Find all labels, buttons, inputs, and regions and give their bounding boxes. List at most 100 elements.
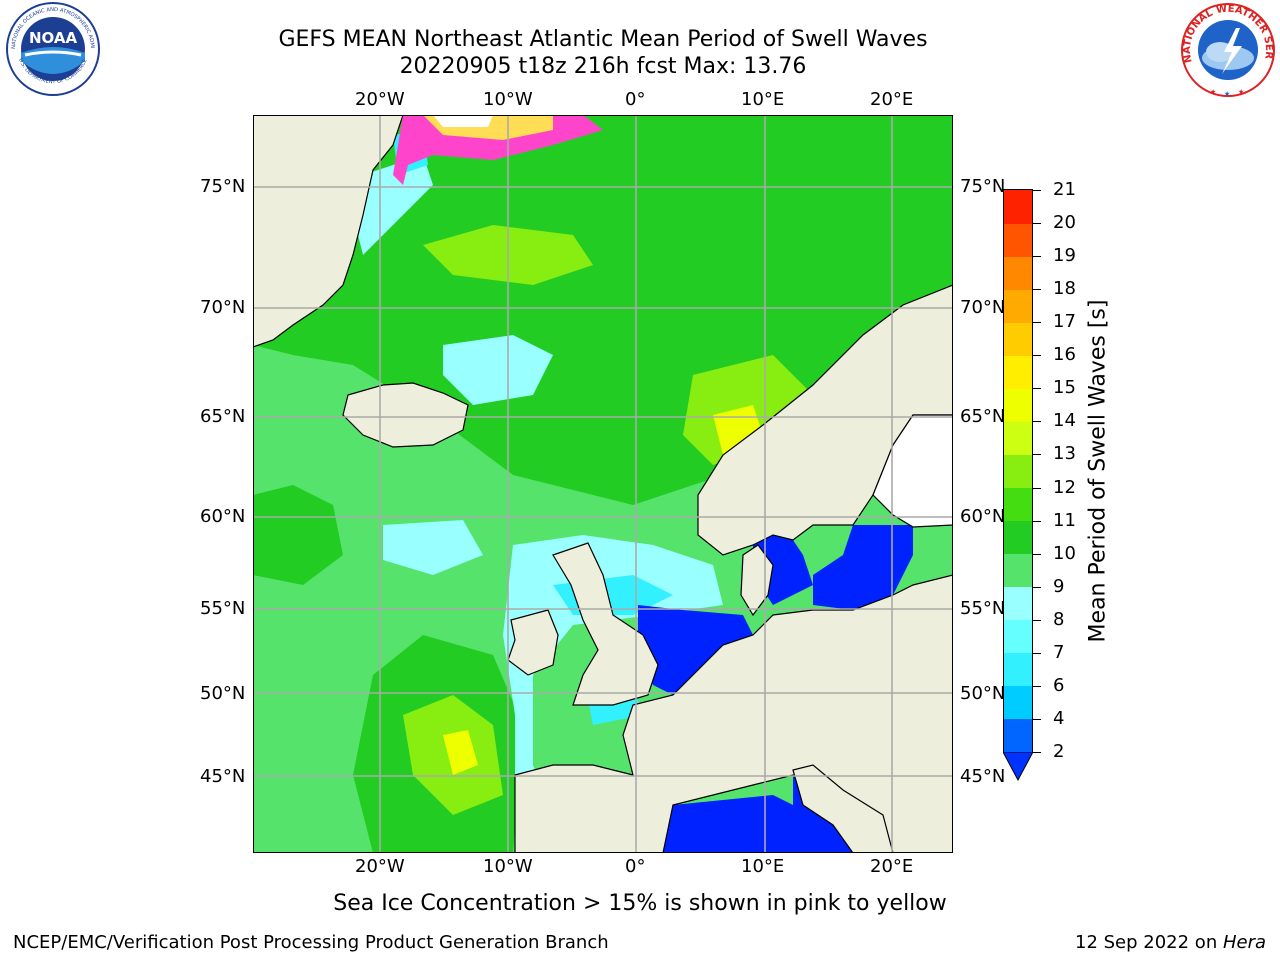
lat-label-right: 65°N [960, 406, 1006, 427]
sea-ice-caption: Sea Ice Concentration > 15% is shown in … [333, 891, 947, 916]
svg-text:★: ★ [1210, 88, 1216, 96]
lat-label-right: 60°N [960, 506, 1006, 527]
lon-label-bottom: 20°E [870, 856, 914, 877]
colorbar-segment [1004, 619, 1032, 654]
lon-label-top: 0° [625, 89, 646, 110]
lon-label-bottom: 10°E [741, 856, 785, 877]
colorbar-tick-label: 2 [1053, 741, 1065, 762]
colorbar-segment [1004, 718, 1032, 753]
colorbar-tick [1033, 355, 1041, 357]
lat-label-left: 55°N [200, 598, 246, 619]
colorbar-segment [1004, 553, 1032, 588]
swell-period-map [253, 115, 953, 853]
footer-host: Hera [1222, 932, 1266, 953]
colorbar-tick [1033, 586, 1041, 588]
colorbar-segment [1004, 454, 1032, 489]
lon-label-bottom: 10°W [483, 856, 533, 877]
footer-date: 12 Sep 2022 on Hera [1075, 932, 1266, 953]
lat-label-right: 55°N [960, 598, 1006, 619]
colorbar-tick [1033, 256, 1041, 258]
colorbar-tick [1033, 454, 1041, 456]
lon-label-top: 20°E [870, 89, 914, 110]
finland [872, 414, 953, 528]
colorbar-tick [1033, 685, 1041, 687]
colorbar-tick-label: 7 [1053, 641, 1065, 663]
nws-logo: NATIONAL WEATHER SERVICE ★ ★ ★ [1176, 2, 1275, 98]
footer-credit: NCEP/EMC/Verification Post Processing Pr… [13, 932, 609, 953]
colorbar-segment [1004, 652, 1032, 687]
lat-label-right: 75°N [960, 176, 1006, 197]
colorbar-tick-label: 9 [1053, 575, 1065, 597]
colorbar-tick-label: 13 [1053, 443, 1076, 465]
colorbar-tick [1033, 487, 1041, 489]
sea-ice-edge [393, 115, 603, 185]
colorbar-segment [1004, 388, 1032, 422]
great-britain [552, 542, 659, 706]
colorbar-tick [1033, 223, 1041, 225]
colorbar-segment [1004, 586, 1032, 621]
noaa-logo: NOAA NATIONAL OCEANIC AND ATMOSPHERIC AD… [1, 1, 100, 96]
colorbar [1003, 189, 1033, 753]
lon-label-bottom: 0° [625, 856, 646, 877]
colorbar-tick-label: 18 [1053, 278, 1076, 300]
lon-label-top: 10°E [741, 89, 785, 110]
chart-title: GEFS MEAN Northeast Atlantic Mean Period… [278, 27, 928, 52]
lat-label-right: 50°N [960, 683, 1006, 704]
lat-label-left: 75°N [200, 176, 246, 197]
colorbar-tick-label: 17 [1053, 311, 1076, 333]
lat-label-left: 70°N [200, 297, 246, 318]
lat-label-right: 70°N [960, 297, 1006, 318]
lon-label-bottom: 20°W [355, 856, 405, 877]
colorbar-tick-label: 11 [1053, 509, 1076, 531]
colorbar-segment [1004, 685, 1032, 720]
colorbar-tick [1033, 289, 1041, 291]
colorbar-segment [1004, 520, 1032, 555]
colorbar-segment [1004, 322, 1032, 356]
iceland [342, 382, 469, 448]
chart-subtitle: 20220905 t18z 216h fcst Max: 13.76 [399, 54, 807, 79]
greenland [253, 115, 404, 348]
colorbar-tick-label: 10 [1053, 542, 1076, 564]
colorbar-tick-label: 14 [1053, 410, 1076, 432]
colorbar-tick-label: 4 [1053, 707, 1065, 729]
colorbar-tick [1033, 652, 1041, 654]
colorbar-tick-label: 8 [1053, 608, 1065, 630]
colorbar-tick [1033, 718, 1041, 720]
lon-label-top: 20°W [355, 89, 405, 110]
ireland [507, 609, 559, 676]
lat-label-left: 65°N [200, 406, 246, 427]
lat-label-left: 50°N [200, 683, 246, 704]
colorbar-tick-label: 16 [1053, 344, 1076, 366]
colorbar-tick [1033, 421, 1041, 423]
lat-label-right: 45°N [960, 766, 1006, 787]
colorbar-segment [1004, 487, 1032, 522]
svg-text:★: ★ [1238, 88, 1244, 96]
noaa-logo-text: NOAA [29, 29, 78, 47]
lon-label-top: 10°W [483, 89, 533, 110]
colorbar-tick [1033, 322, 1041, 324]
graticule [253, 115, 953, 853]
lat-label-left: 45°N [200, 766, 246, 787]
colorbar-tick [1033, 520, 1041, 522]
colorbar-tick [1033, 388, 1041, 390]
colorbar-segment [1004, 190, 1032, 224]
italy [792, 764, 894, 853]
colorbar-segment [1004, 223, 1032, 257]
svg-text:★: ★ [1224, 90, 1230, 98]
colorbar-segment [1004, 421, 1032, 455]
colorbar-tick-label: 20 [1053, 212, 1076, 234]
colorbar-tick [1033, 190, 1041, 191]
colorbar-tick-label: 21 [1053, 179, 1076, 200]
lat-label-left: 60°N [200, 506, 246, 527]
colorbar-tick-label: 15 [1053, 377, 1076, 399]
colorbar-tick-label: 12 [1053, 476, 1076, 498]
colorbar-tick [1033, 752, 1041, 753]
colorbar-extend-arrow [1003, 752, 1033, 782]
colorbar-tick [1033, 553, 1041, 555]
colorbar-tick-label: 19 [1053, 245, 1076, 267]
continental-europe [514, 574, 953, 853]
colorbar-tick [1033, 619, 1041, 621]
colorbar-segment [1004, 289, 1032, 323]
colorbar-tick-label: 6 [1053, 674, 1065, 696]
colorbar-title: Mean Period of Swell Waves [s] [1085, 299, 1111, 643]
